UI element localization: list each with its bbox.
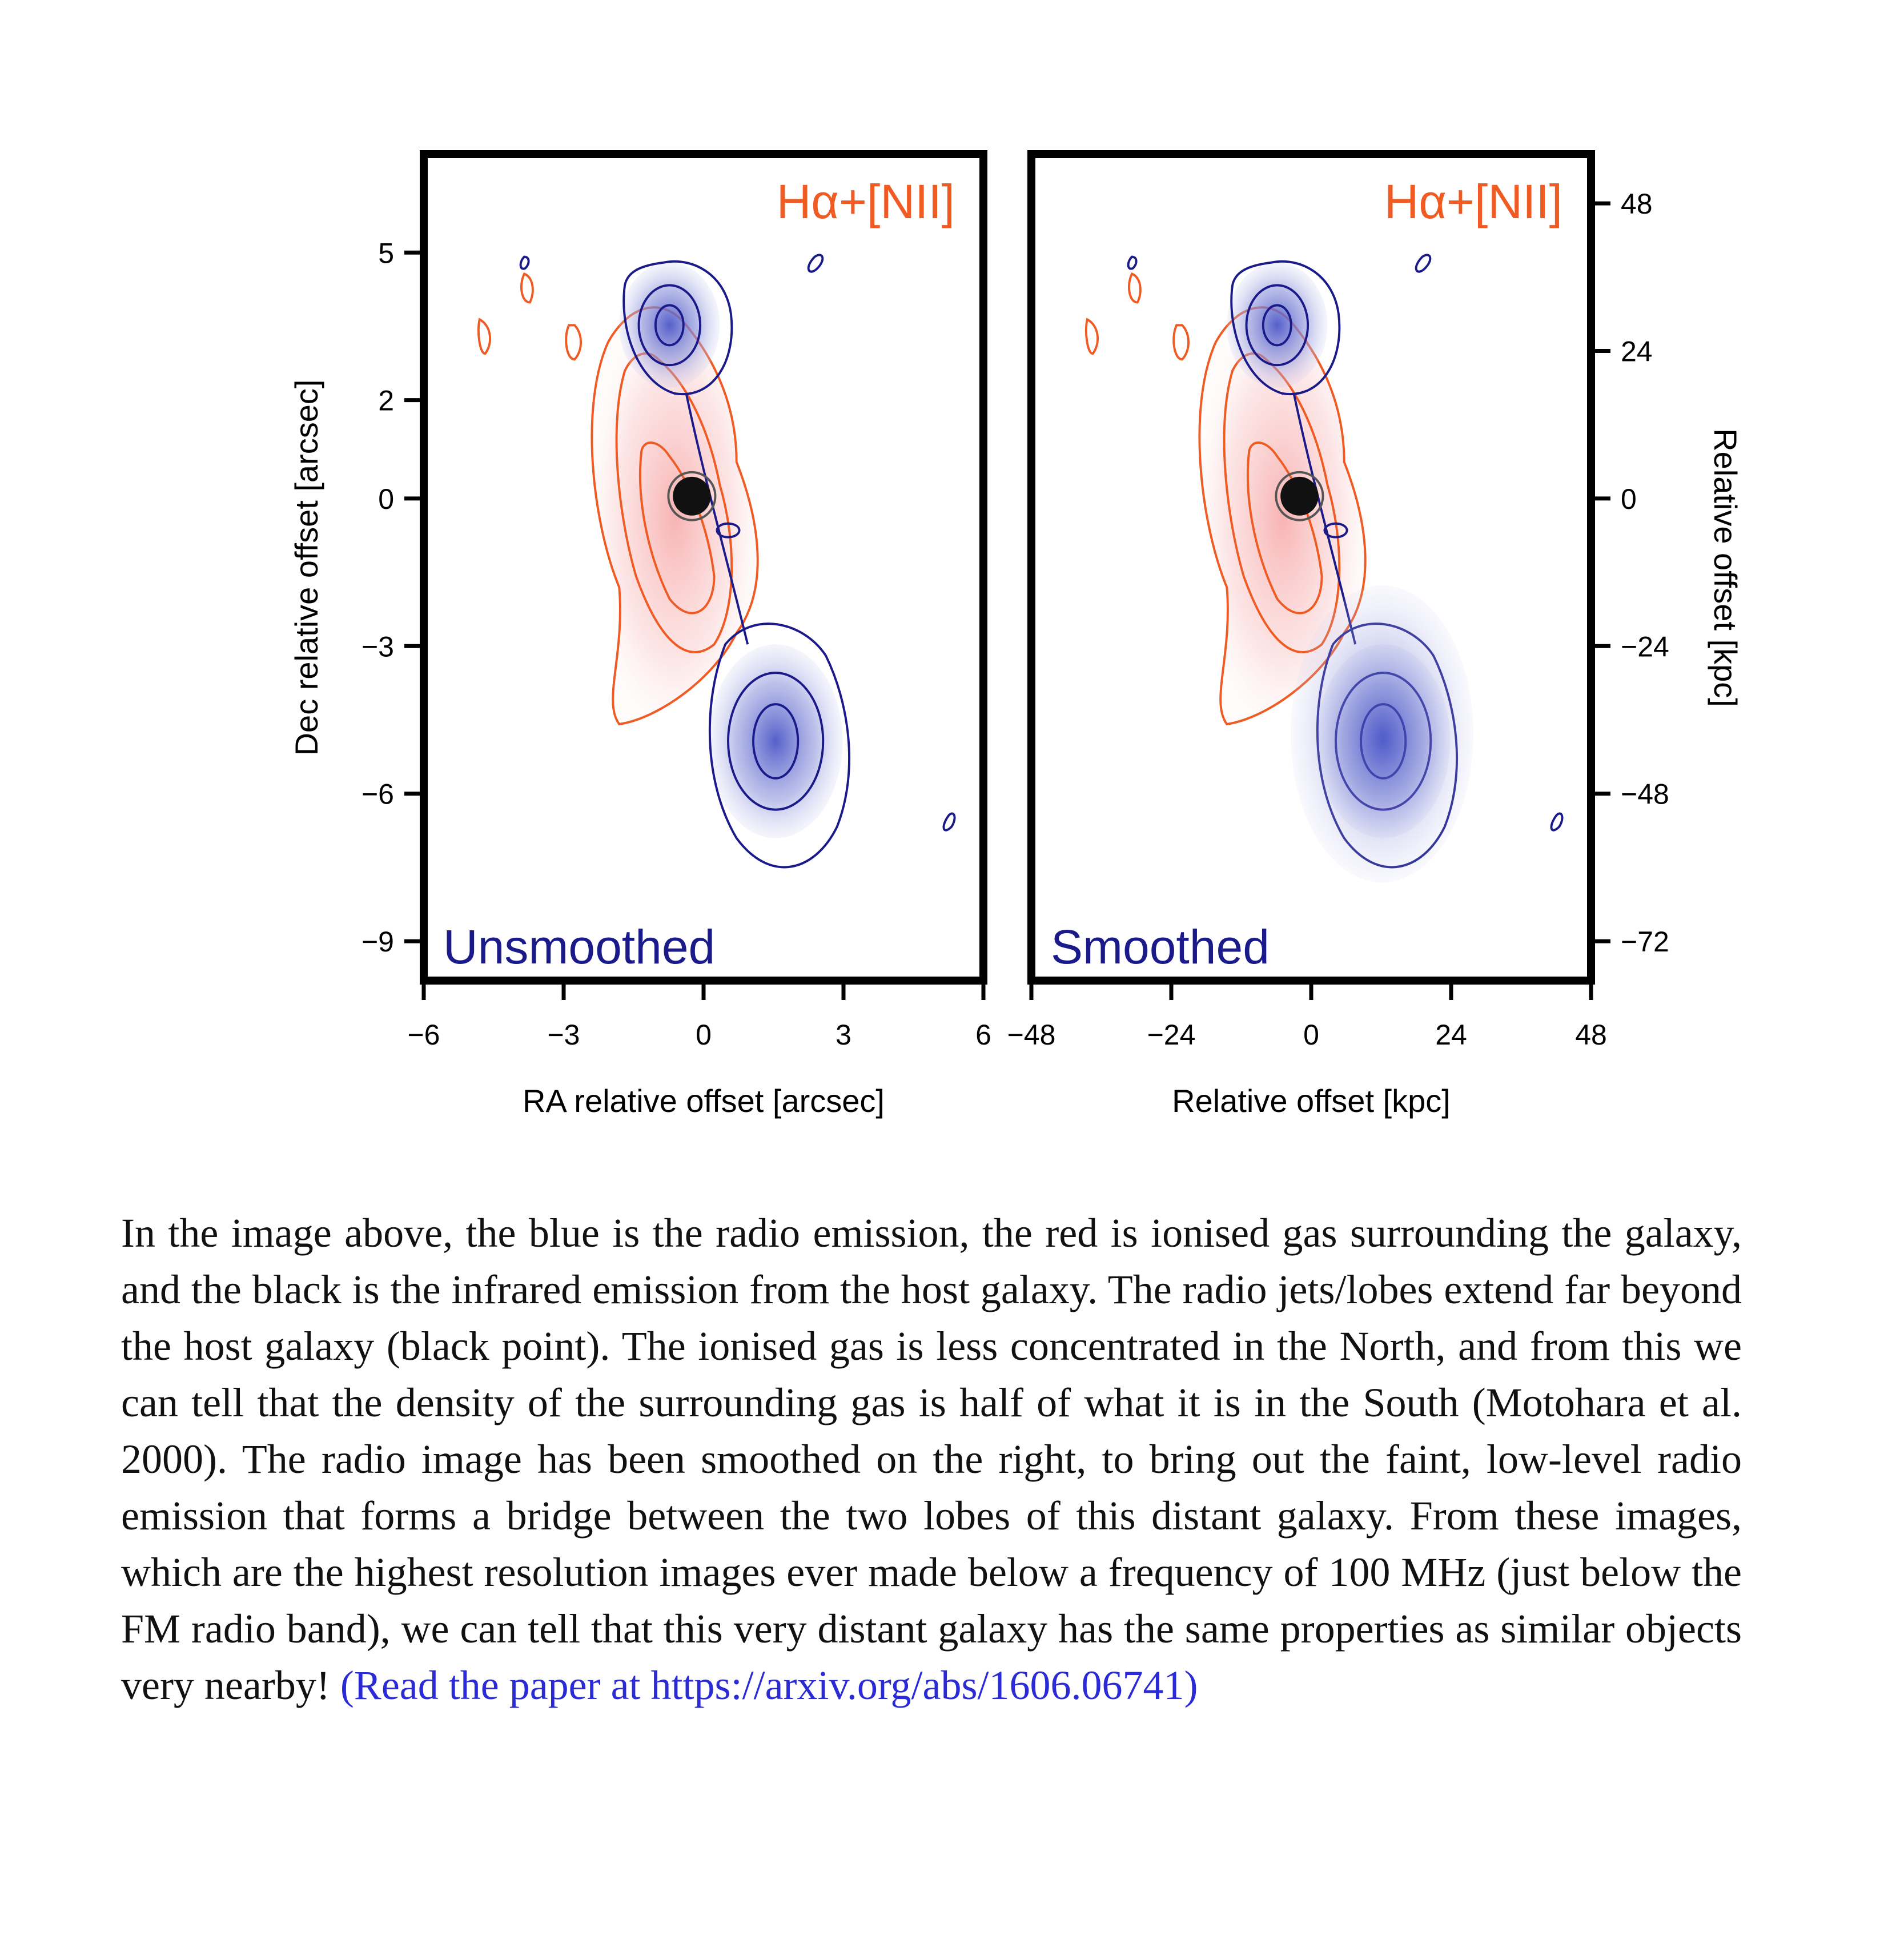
y-tick-label: 48 (1621, 188, 1653, 220)
y-tick-label: −72 (1621, 926, 1669, 958)
y-tick-label: −48 (1621, 778, 1669, 810)
x-tick-label: −6 (407, 1019, 440, 1051)
x-tick-label: 6 (975, 1019, 991, 1051)
x-tick-label: 3 (835, 1019, 851, 1051)
caption: In the image above, the blue is the radi… (121, 1205, 1742, 1714)
x-tick-label: 24 (1435, 1019, 1467, 1051)
x-tick-label: −48 (1007, 1019, 1056, 1051)
x-tick-label: −24 (1147, 1019, 1196, 1051)
panel-label: Unsmoothed (443, 920, 715, 974)
panel-unsmoothed (420, 150, 987, 985)
x-tick-label: −3 (547, 1019, 580, 1051)
line-label: Hα+[NII] (1384, 175, 1562, 228)
radio-galaxy-figure: −6 −3 0 3 6 5 2 0 −3 −6 −9 −48 −24 0 24 48 48 24 0 −24 −48 −7… (288, 150, 1744, 1119)
y-tick-label: 0 (378, 483, 394, 515)
y-tick-label: −6 (361, 778, 394, 810)
x-tick-label: 0 (696, 1019, 712, 1051)
y-tick-label: −24 (1621, 630, 1669, 662)
y-tick-label: −3 (361, 630, 394, 662)
caption-text: In the image above, the blue is the radi… (121, 1210, 1742, 1708)
axes: −6 −3 0 3 6 5 2 0 −3 −6 −9 −48 −24 0 24 48 48 24 0 −24 −48 −7… (361, 188, 1669, 1051)
y-axis-title: Relative offset [kpc] (1708, 428, 1744, 707)
y-tick-label: 0 (1621, 483, 1637, 515)
x-tick-label: 0 (1303, 1019, 1319, 1051)
x-axis-title: Relative offset [kpc] (1172, 1083, 1451, 1119)
paper-link[interactable]: (Read the paper at https://arxiv.org/abs… (340, 1662, 1198, 1708)
y-tick-label: −9 (361, 926, 394, 958)
y-tick-label: 2 (378, 385, 394, 417)
y-tick-label: 5 (378, 237, 394, 269)
panel-label: Smoothed (1051, 920, 1270, 974)
x-axis-title: RA relative offset [arcsec] (523, 1083, 885, 1119)
y-tick-label: 24 (1621, 336, 1653, 368)
x-tick-label: 48 (1575, 1019, 1607, 1051)
line-label: Hα+[NII] (777, 175, 955, 228)
y-axis-title: Dec relative offset [arcsec] (288, 380, 324, 756)
panel-smoothed (1027, 150, 1595, 985)
